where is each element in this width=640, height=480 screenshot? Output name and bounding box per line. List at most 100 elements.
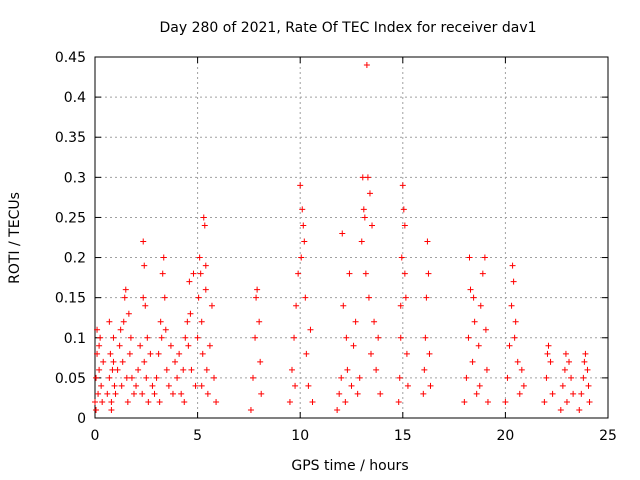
data-point [585,382,592,389]
data-point [404,382,411,389]
data-point [400,206,407,213]
data-point [298,254,305,261]
data-point [141,358,148,365]
data-point [582,350,589,357]
y-tick-label: 0 [77,411,86,427]
data-point [110,334,117,341]
data-point [163,366,170,373]
data-point [211,374,218,381]
data-point [133,382,140,389]
data-point [288,366,295,373]
data-point [504,374,511,381]
data-point [338,374,345,381]
data-point [305,382,312,389]
data-point [176,350,183,357]
data-point [96,342,103,349]
data-point [108,398,115,405]
x-tick-label: 15 [394,428,412,444]
data-point [424,238,431,245]
data-point [545,342,552,349]
data-point [307,326,314,333]
data-point [198,382,205,389]
data-point [116,342,123,349]
data-point [194,334,201,341]
data-point [520,382,527,389]
data-point [99,398,106,405]
data-point [334,406,341,413]
data-point [578,390,585,397]
data-point [371,318,378,325]
plot-frame [94,56,609,419]
data-point [301,238,308,245]
data-point [295,270,302,277]
data-point [422,334,429,341]
data-point [479,270,486,277]
data-point [144,334,151,341]
data-point [586,398,593,405]
data-point [93,374,100,381]
data-point [153,374,160,381]
data-point [256,318,263,325]
data-point [395,398,402,405]
data-point [483,366,490,373]
data-point [139,390,146,397]
data-point [195,294,202,301]
data-point [421,366,428,373]
data-point [369,222,376,229]
data-point [135,366,142,373]
data-points [92,62,593,413]
data-point [199,350,206,357]
data-point [482,326,489,333]
data-point [109,366,116,373]
data-point [426,350,433,357]
data-point [140,238,147,245]
data-point [180,366,187,373]
data-point [188,366,195,373]
data-point [473,390,480,397]
data-point [208,302,215,309]
data-point [467,286,474,293]
data-point [258,390,265,397]
data-point [344,366,351,373]
data-point [291,334,298,341]
data-point [286,398,293,405]
data-point [112,390,119,397]
data-point [401,270,408,277]
data-point [145,398,152,405]
data-point [356,374,363,381]
data-point [106,318,113,325]
data-point [475,342,482,349]
data-point [484,398,491,405]
data-point [151,390,158,397]
data-point [198,318,205,325]
data-point [509,262,516,269]
data-point [403,350,410,357]
data-point [169,390,176,397]
data-point [346,270,353,277]
data-point [427,382,434,389]
data-point [94,326,101,333]
data-point [471,318,478,325]
data-point [141,262,148,269]
data-point [358,238,365,245]
data-point [401,222,408,229]
data-point [204,390,211,397]
data-point [293,302,300,309]
data-point [397,302,404,309]
data-point [350,342,357,349]
y-tick-label: 0.4 [64,90,86,106]
data-point [181,398,188,405]
data-point [469,358,476,365]
data-point [302,294,309,301]
data-point [197,270,204,277]
data-point [159,270,166,277]
data-point [465,334,472,341]
data-point [576,406,583,413]
data-point [156,398,163,405]
data-point [506,342,513,349]
data-point [200,214,207,221]
data-point [562,350,569,357]
data-point [125,310,132,317]
data-point [162,326,169,333]
y-tick-label: 0.35 [55,130,86,146]
